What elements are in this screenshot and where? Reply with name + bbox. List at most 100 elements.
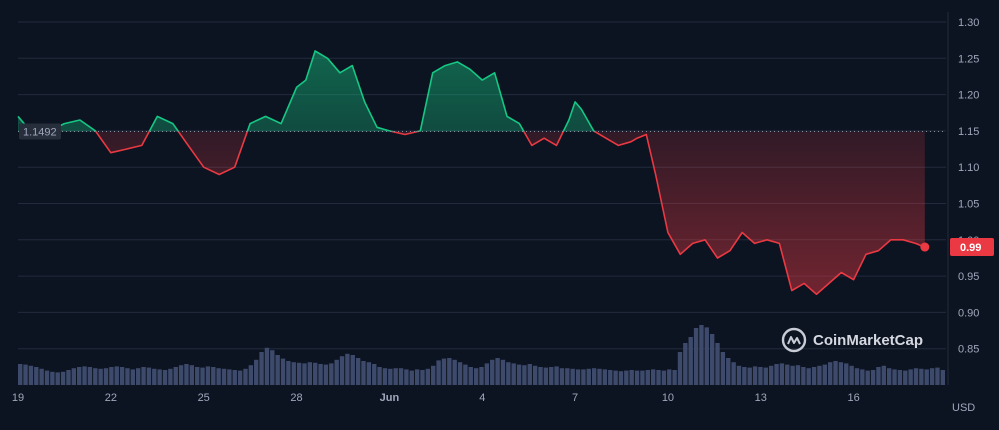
volume-bar xyxy=(817,365,822,385)
volume-bar xyxy=(795,365,801,385)
currency-label: USD xyxy=(952,402,975,414)
volume-bar xyxy=(259,352,264,385)
volume-bar xyxy=(393,368,398,385)
volume-bar xyxy=(34,367,39,385)
price-line-above xyxy=(17,50,597,132)
y-tick-label: 0.95 xyxy=(958,271,979,283)
volume-bar xyxy=(742,367,747,385)
volume-bar xyxy=(903,370,908,385)
volume-bar xyxy=(881,365,886,385)
volume-bar xyxy=(602,369,608,385)
x-tick-label: 19 xyxy=(12,392,24,404)
volume-bar xyxy=(173,367,178,385)
volume-bar xyxy=(66,370,71,385)
volume-bar xyxy=(886,368,892,385)
volume-bar xyxy=(50,371,55,385)
volume-bar xyxy=(543,367,549,385)
volume-bar xyxy=(87,367,93,385)
volume-bar xyxy=(425,368,431,385)
volume-bar xyxy=(270,350,275,385)
volume-bar xyxy=(275,355,280,385)
volume-bar xyxy=(248,365,254,385)
volume-bar xyxy=(184,364,189,385)
y-tick-label: 1.25 xyxy=(958,53,979,65)
volume-bar xyxy=(827,362,833,385)
reference-label: 1.1492 xyxy=(23,126,57,138)
volume-bar xyxy=(77,367,82,385)
volume-bar xyxy=(892,369,897,385)
volume-bar xyxy=(361,361,366,385)
volume-bar xyxy=(152,368,157,385)
volume-bar xyxy=(929,368,935,385)
volume-bar xyxy=(656,370,661,385)
volume-bar xyxy=(377,367,382,385)
volume-bar xyxy=(645,370,650,385)
volume-bar xyxy=(157,369,162,385)
area-below-reference xyxy=(18,131,925,295)
volume-bar xyxy=(254,359,259,385)
price-line-below xyxy=(47,131,926,296)
volume-bar xyxy=(302,363,307,385)
volume-bar xyxy=(334,359,339,385)
volume-bar xyxy=(854,368,860,385)
volume-bar xyxy=(752,366,758,385)
volume-bar xyxy=(323,364,329,385)
volume-bar xyxy=(168,368,173,385)
volume-bar xyxy=(758,367,763,385)
volume-bar xyxy=(554,366,559,385)
volume-bar xyxy=(18,364,23,385)
volume-bar xyxy=(624,370,629,385)
volume-bar xyxy=(709,334,715,385)
volume-bar xyxy=(355,358,361,385)
price-line xyxy=(17,50,926,296)
volume-bar xyxy=(130,369,136,385)
volume-bar xyxy=(141,367,146,385)
volume-bar xyxy=(473,368,479,385)
area-above-reference xyxy=(18,51,595,132)
volume-bar xyxy=(844,363,849,385)
y-tick-label: 0.85 xyxy=(958,344,979,356)
volume-bar xyxy=(414,369,420,385)
y-tick-label: 1.15 xyxy=(958,126,979,138)
volume-bar xyxy=(811,367,817,385)
volume-bar xyxy=(532,365,538,385)
x-tick-label: 13 xyxy=(755,392,767,404)
volume-bar xyxy=(286,361,291,385)
coinmarketcap-logo-icon xyxy=(781,327,807,353)
volume-bar xyxy=(307,362,313,385)
volume-bar xyxy=(527,364,532,385)
volume-bar xyxy=(919,368,924,385)
volume-bar xyxy=(726,358,731,385)
volume-bar xyxy=(715,343,720,385)
volume-bar xyxy=(495,358,500,385)
x-tick-label: 4 xyxy=(479,392,485,404)
y-tick-label: 1.05 xyxy=(958,199,979,211)
volume-bar xyxy=(382,368,388,385)
volume-bar xyxy=(538,367,543,385)
x-tick-label: 28 xyxy=(290,392,302,404)
watermark-brand-text: CoinMarketCap xyxy=(813,332,923,349)
volume-bar xyxy=(688,337,693,385)
volume-bar xyxy=(60,371,66,385)
y-tick-label: 1.10 xyxy=(958,162,979,174)
volume-bar xyxy=(838,362,844,385)
y-tick-label: 0.90 xyxy=(958,307,979,319)
volume-bar xyxy=(232,370,237,385)
volume-bar xyxy=(608,370,613,385)
volume-bar xyxy=(591,368,597,385)
reference-badge: 1.1492 xyxy=(19,123,61,140)
volume-bar xyxy=(44,370,50,385)
volume-bar xyxy=(291,362,296,385)
volume-bar xyxy=(447,358,452,385)
volume-bar xyxy=(109,367,114,385)
volume-bar xyxy=(785,364,790,385)
x-tick-label: Jun xyxy=(380,392,400,404)
volume-bar xyxy=(870,370,876,385)
volume-bar xyxy=(484,363,490,385)
volume-bars xyxy=(18,325,945,385)
x-tick-label: 10 xyxy=(662,392,674,404)
volume-bar xyxy=(731,362,736,385)
current-price-badge-bg xyxy=(950,238,994,257)
volume-bar xyxy=(452,359,457,385)
